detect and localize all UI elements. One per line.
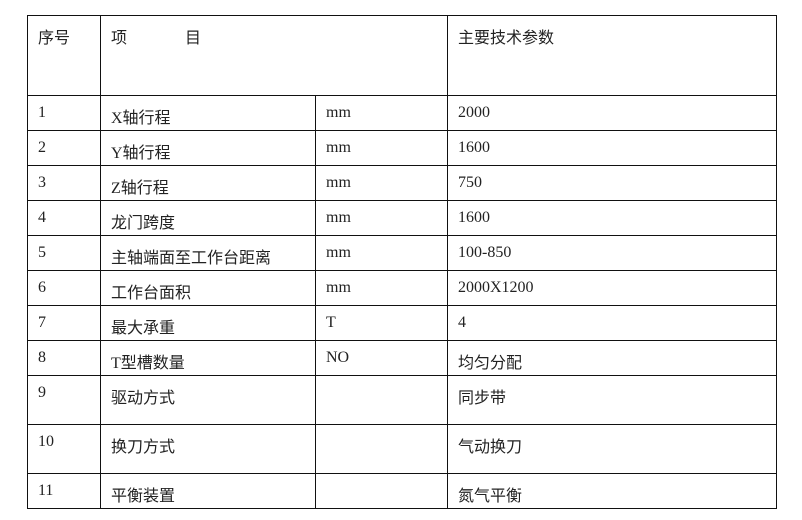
- cell-value: 均匀分配: [447, 340, 777, 376]
- cell-item: X轴行程: [100, 95, 316, 131]
- cell-value: 同步带: [447, 375, 777, 425]
- header-no: 序号: [27, 15, 101, 96]
- table-row: 7 最大承重 T 4: [27, 305, 777, 341]
- cell-unit: [315, 375, 448, 425]
- table-row: 10 换刀方式 气动换刀: [27, 424, 777, 474]
- cell-item: T型槽数量: [100, 340, 316, 376]
- cell-unit: mm: [315, 235, 448, 271]
- cell-no: 2: [27, 130, 101, 166]
- cell-unit: [315, 424, 448, 474]
- cell-no: 1: [27, 95, 101, 131]
- cell-unit: mm: [315, 95, 448, 131]
- cell-unit: mm: [315, 200, 448, 236]
- cell-no: 4: [27, 200, 101, 236]
- table-row: 1 X轴行程 mm 2000: [27, 95, 777, 131]
- cell-unit: mm: [315, 165, 448, 201]
- cell-no: 11: [27, 473, 101, 509]
- cell-item: 工作台面积: [100, 270, 316, 306]
- cell-item: 驱动方式: [100, 375, 316, 425]
- table-row: 2 Y轴行程 mm 1600: [27, 130, 777, 166]
- table-row: 3 Z轴行程 mm 750: [27, 165, 777, 201]
- cell-unit: NO: [315, 340, 448, 376]
- cell-item: 主轴端面至工作台距离: [100, 235, 316, 271]
- cell-value: 100-850: [447, 235, 777, 271]
- cell-no: 6: [27, 270, 101, 306]
- table-row: 5 主轴端面至工作台距离 mm 100-850: [27, 235, 777, 271]
- header-param: 主要技术参数: [447, 15, 777, 96]
- cell-no: 7: [27, 305, 101, 341]
- cell-value: 1600: [447, 200, 777, 236]
- cell-no: 10: [27, 424, 101, 474]
- spec-table: 序号 项目 主要技术参数 1 X轴行程 mm 2000 2 Y轴行程 mm 1600 3 Z轴行程…: [27, 15, 777, 509]
- table-row: 9 驱动方式 同步带: [27, 375, 777, 425]
- cell-no: 8: [27, 340, 101, 376]
- header-row: 序号 项目 主要技术参数: [27, 15, 777, 96]
- cell-value: 4: [447, 305, 777, 341]
- cell-value: 2000: [447, 95, 777, 131]
- header-item: 项目: [100, 15, 448, 96]
- cell-value: 气动换刀: [447, 424, 777, 474]
- cell-value: 1600: [447, 130, 777, 166]
- cell-no: 9: [27, 375, 101, 425]
- cell-value: 氮气平衡: [447, 473, 777, 509]
- cell-item: 换刀方式: [100, 424, 316, 474]
- cell-unit: [315, 473, 448, 509]
- header-item-a: 项: [111, 30, 128, 47]
- cell-value: 750: [447, 165, 777, 201]
- cell-item: 平衡装置: [100, 473, 316, 509]
- cell-item: Y轴行程: [100, 130, 316, 166]
- table-row: 8 T型槽数量 NO 均匀分配: [27, 340, 777, 376]
- table-row: 11 平衡装置 氮气平衡: [27, 473, 777, 509]
- cell-no: 3: [27, 165, 101, 201]
- cell-value: 2000X1200: [447, 270, 777, 306]
- cell-item: 龙门跨度: [100, 200, 316, 236]
- header-item-b: 目: [185, 30, 202, 47]
- cell-unit: mm: [315, 130, 448, 166]
- cell-item: Z轴行程: [100, 165, 316, 201]
- table-row: 6 工作台面积 mm 2000X1200: [27, 270, 777, 306]
- cell-unit: T: [315, 305, 448, 341]
- cell-item: 最大承重: [100, 305, 316, 341]
- cell-unit: mm: [315, 270, 448, 306]
- cell-no: 5: [27, 235, 101, 271]
- table-row: 4 龙门跨度 mm 1600: [27, 200, 777, 236]
